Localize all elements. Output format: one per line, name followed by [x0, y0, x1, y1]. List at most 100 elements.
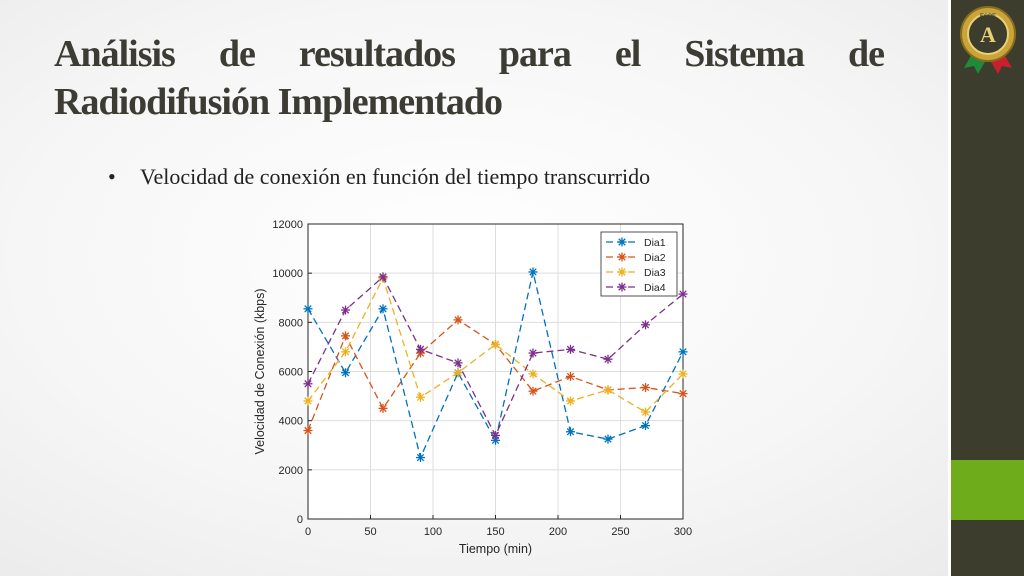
data-point	[453, 315, 463, 325]
data-point	[603, 434, 613, 444]
data-point	[303, 304, 313, 314]
series-line	[307, 271, 684, 460]
marker-stroke	[529, 268, 537, 276]
title-word: de	[847, 33, 885, 75]
logo-letter: A	[980, 22, 996, 47]
data-point	[378, 403, 388, 413]
data-point	[416, 453, 425, 463]
x-tick-label: 300	[674, 526, 692, 538]
data-point	[341, 331, 350, 341]
y-tick-label: 2000	[279, 465, 303, 477]
marker-stroke	[604, 355, 612, 363]
marker-stroke	[679, 370, 687, 378]
y-tick-label: 12000	[272, 219, 303, 231]
y-tick-label: 0	[297, 514, 303, 526]
legend-marker	[617, 252, 627, 262]
y-tick-label: 4000	[279, 416, 303, 428]
marker-stroke	[454, 359, 462, 367]
marker-stroke	[679, 389, 687, 398]
x-tick-label: 50	[364, 526, 376, 538]
data-point	[453, 368, 463, 378]
marker-stroke	[304, 397, 312, 405]
y-tick-label: 10000	[272, 268, 303, 280]
x-axis-label: Tiempo (min)	[459, 542, 532, 556]
title-word: resultados	[298, 33, 456, 75]
line-chart: 0 50 100 150 200 250 300 0 2000 4000 6000 8000 10000…	[253, 219, 692, 556]
marker-stroke	[304, 380, 312, 388]
marker-stroke	[379, 305, 387, 313]
marker-stroke	[679, 348, 687, 356]
data-point	[641, 407, 650, 417]
data-point	[341, 305, 350, 315]
marker-stroke	[641, 321, 650, 329]
data-point	[641, 421, 650, 431]
marker-stroke	[491, 431, 500, 440]
marker-stroke	[618, 253, 626, 261]
slide-title: Análisis de resultados para el Sistema d…	[54, 30, 885, 126]
y-tick-label: 6000	[279, 367, 303, 379]
data-point	[528, 369, 538, 379]
data-point	[678, 389, 688, 399]
data-point	[491, 430, 500, 440]
x-tick-label: 200	[549, 526, 567, 538]
slide-title-line1: Análisis de resultados para el Sistema d…	[54, 30, 885, 78]
data-point	[528, 386, 538, 396]
marker-stroke	[679, 290, 687, 298]
bullet-item: • Velocidad de conexión en función del ti…	[108, 164, 650, 190]
legend-marker	[617, 267, 627, 277]
series-dia4	[303, 272, 688, 440]
marker-stroke	[454, 369, 462, 377]
marker-stroke	[454, 316, 462, 324]
badge-icon: ESPE A	[960, 6, 1016, 74]
marker-stroke	[341, 369, 350, 377]
marker-stroke	[416, 453, 425, 462]
legend-label: Dia1	[644, 237, 666, 249]
marker-stroke	[641, 421, 650, 430]
data-point	[528, 348, 538, 358]
data-point	[678, 289, 688, 299]
x-tick-label: 0	[305, 526, 311, 538]
marker-stroke	[566, 372, 575, 381]
data-point	[416, 392, 425, 402]
marker-stroke	[566, 345, 575, 354]
data-point	[303, 379, 313, 389]
marker-stroke	[641, 383, 650, 392]
marker-stroke	[491, 340, 500, 349]
data-point	[341, 347, 350, 357]
marker-stroke	[341, 332, 350, 340]
marker-stroke	[379, 404, 387, 413]
data-point	[303, 426, 313, 435]
legend-label: Dia2	[644, 252, 666, 264]
data-point	[416, 344, 425, 354]
data-point	[453, 358, 463, 368]
marker-stroke	[379, 273, 387, 281]
data-point	[678, 369, 688, 379]
data-point	[491, 339, 500, 349]
marker-stroke	[618, 283, 626, 291]
bullet-symbol: •	[108, 164, 116, 189]
y-axis-label: Velocidad de Conexión (kbps)	[253, 288, 267, 454]
title-word: para	[498, 33, 572, 75]
data-point	[678, 347, 688, 357]
chart-legend: Dia1 Dia2 Dia3 Dia4	[600, 231, 678, 297]
title-word: de	[218, 33, 256, 75]
x-tick-label: 250	[611, 526, 629, 538]
marker-stroke	[416, 393, 425, 402]
data-point	[641, 382, 650, 392]
marker-stroke	[566, 428, 575, 436]
data-point	[603, 385, 613, 395]
legend-label: Dia3	[644, 267, 666, 279]
x-tick-label: 150	[486, 526, 504, 538]
marker-stroke	[641, 408, 650, 416]
marker-stroke	[529, 370, 537, 378]
marker-stroke	[341, 348, 350, 356]
legend-marker	[617, 282, 627, 292]
title-word: Análisis	[54, 33, 176, 75]
series-line	[307, 276, 684, 413]
data-point	[566, 396, 575, 406]
data-point	[566, 427, 575, 437]
data-point	[341, 368, 350, 378]
marker-stroke	[618, 238, 626, 246]
marker-stroke	[529, 387, 537, 395]
data-point	[603, 354, 613, 364]
